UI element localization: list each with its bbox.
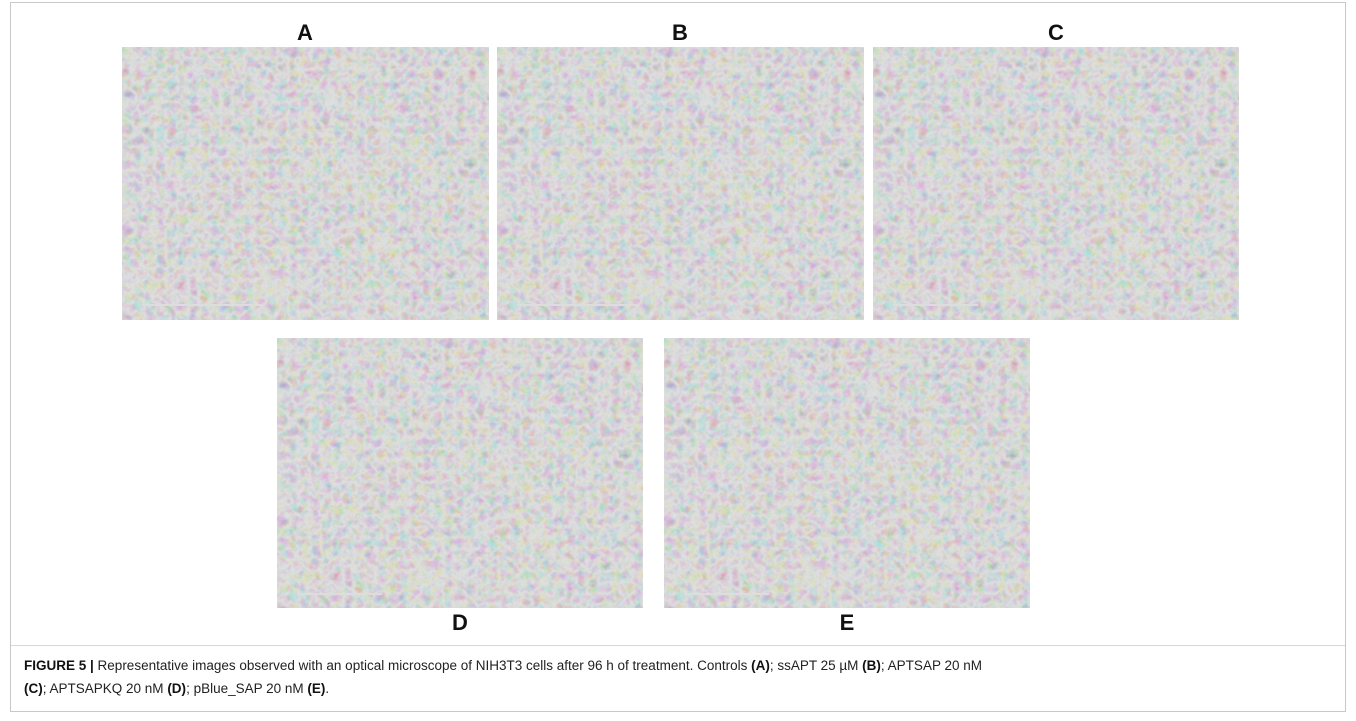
caption-text: ; pBlue_SAP 20 nM xyxy=(186,681,308,696)
panel-label: C xyxy=(1048,20,1064,45)
panel-label: B xyxy=(672,20,688,45)
micrograph xyxy=(277,338,643,608)
caption-ref: (E) xyxy=(307,681,326,696)
micrograph xyxy=(497,47,864,320)
caption-ref: (A) xyxy=(751,658,770,673)
panel-label: E xyxy=(839,610,855,635)
micrograph xyxy=(122,47,489,320)
caption-ref: (B) xyxy=(862,658,881,673)
micrograph xyxy=(873,47,1239,320)
caption-text: ; APTSAPKQ 20 nM xyxy=(42,681,168,696)
caption-text: ; APTSAP 20 nM xyxy=(880,658,982,673)
caption: FIGURE 5 | Representative images observe… xyxy=(24,654,1334,700)
caption-ref: (C) xyxy=(24,681,43,696)
caption-text: Representative images observed with an o… xyxy=(93,658,752,673)
micrograph xyxy=(664,338,1030,608)
separator xyxy=(11,645,1345,646)
caption-text: . xyxy=(325,681,330,696)
panel-label: A xyxy=(297,20,313,45)
caption-ref: (D) xyxy=(167,681,187,696)
figure-frame xyxy=(10,2,1346,712)
panel-label: D xyxy=(452,610,468,635)
caption-text: ; ssAPT 25 µM xyxy=(769,658,863,673)
caption-label: FIGURE 5 | xyxy=(24,658,94,673)
